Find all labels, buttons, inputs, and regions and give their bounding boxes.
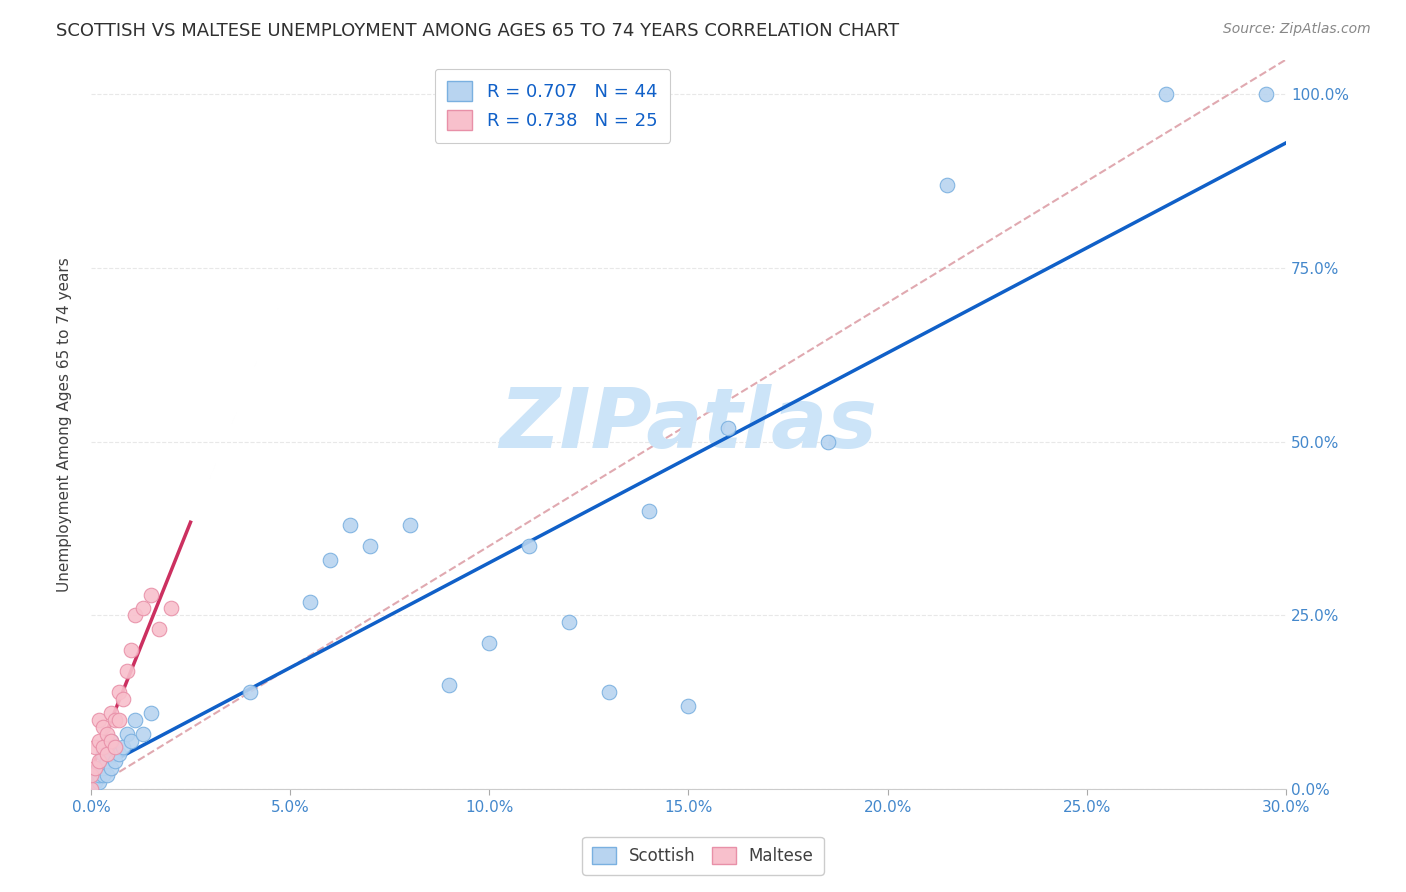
Point [717, 421, 740, 435]
Point [91, 747, 114, 762]
Point [84, 761, 107, 775]
Point [115, 726, 138, 740]
Point [1156, 87, 1178, 102]
Point [148, 623, 170, 637]
Point [84, 768, 107, 782]
Point [96, 747, 118, 762]
Point [339, 518, 361, 533]
Point [80, 782, 103, 797]
Legend: R = 0.707   N = 44, R = 0.738   N = 25: R = 0.707 N = 44, R = 0.738 N = 25 [434, 69, 671, 143]
Point [96, 726, 118, 740]
Point [104, 755, 127, 769]
Point [84, 740, 107, 755]
Point [115, 664, 138, 678]
Point [159, 601, 181, 615]
Point [108, 747, 131, 762]
Point [91, 720, 114, 734]
Point [87, 713, 110, 727]
Point [1254, 87, 1277, 102]
Point [100, 733, 122, 747]
Point [517, 539, 540, 553]
Point [439, 678, 461, 692]
Point [637, 504, 659, 518]
Point [132, 726, 155, 740]
Text: ZIPatlas: ZIPatlas [499, 384, 877, 465]
Point [100, 761, 122, 775]
Point [104, 740, 127, 755]
Point [120, 643, 142, 657]
Point [111, 740, 134, 755]
Point [398, 518, 420, 533]
Point [84, 768, 107, 782]
Point [239, 685, 262, 699]
Point [104, 740, 127, 755]
Point [298, 594, 321, 608]
Point [108, 713, 131, 727]
Point [936, 178, 959, 192]
Point [87, 755, 110, 769]
Point [91, 761, 114, 775]
Y-axis label: Unemployment Among Ages 65 to 74 years: Unemployment Among Ages 65 to 74 years [58, 257, 72, 591]
Point [87, 761, 110, 775]
Point [678, 698, 700, 713]
Point [100, 747, 122, 762]
Point [120, 733, 142, 747]
Point [319, 553, 342, 567]
Point [91, 768, 114, 782]
Text: SCOTTISH VS MALTESE UNEMPLOYMENT AMONG AGES 65 TO 74 YEARS CORRELATION CHART: SCOTTISH VS MALTESE UNEMPLOYMENT AMONG A… [56, 22, 900, 40]
Point [478, 636, 501, 650]
Point [87, 733, 110, 747]
Point [87, 768, 110, 782]
Point [124, 713, 146, 727]
Point [558, 615, 581, 630]
Point [598, 685, 620, 699]
Point [96, 768, 118, 782]
Text: Source: ZipAtlas.com: Source: ZipAtlas.com [1223, 22, 1371, 37]
Point [359, 539, 381, 553]
Point [80, 782, 103, 797]
Point [80, 775, 103, 789]
Point [132, 601, 155, 615]
Point [111, 691, 134, 706]
Point [108, 685, 131, 699]
Point [87, 775, 110, 789]
Point [139, 706, 162, 720]
Point [96, 740, 118, 755]
Point [124, 608, 146, 623]
Point [100, 733, 122, 747]
Point [91, 740, 114, 755]
Point [80, 768, 103, 782]
Point [817, 434, 839, 449]
Point [84, 775, 107, 789]
Point [104, 713, 127, 727]
Point [139, 588, 162, 602]
Point [100, 706, 122, 720]
Point [96, 755, 118, 769]
Legend: Scottish, Maltese: Scottish, Maltese [582, 837, 824, 875]
